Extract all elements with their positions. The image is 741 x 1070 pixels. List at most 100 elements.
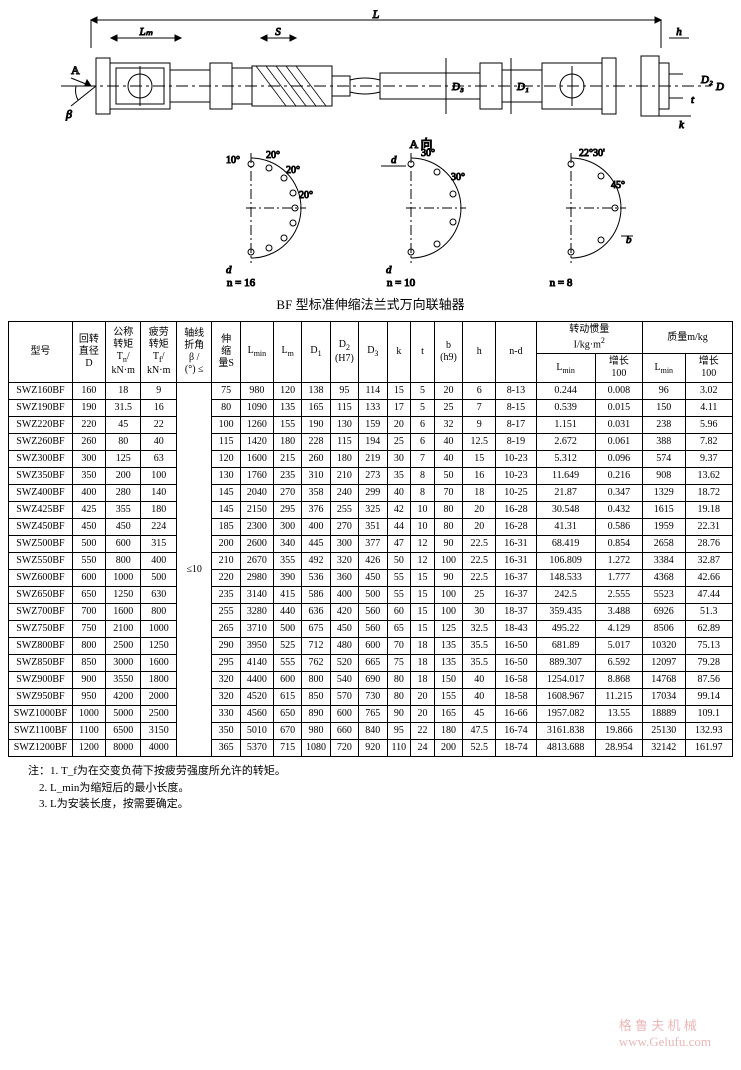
table-row: SWZ900BF90035501800320440060080054069080… [9, 672, 733, 689]
cell-Lm: 295 [273, 502, 301, 519]
cell-D3: 273 [359, 468, 387, 485]
cell-D1: 712 [302, 638, 330, 655]
cell-Lmin: 2670 [240, 553, 273, 570]
cell-D2: 520 [330, 655, 358, 672]
cell-nd: 18-43 [496, 621, 536, 638]
cell-S: 220 [212, 570, 240, 587]
cell-m100: 87.56 [685, 672, 732, 689]
cell-D1: 586 [302, 587, 330, 604]
cell-model: SWZ350BF [9, 468, 73, 485]
cell-Tn: 8000 [105, 740, 140, 757]
cell-m100: 79.28 [685, 655, 732, 672]
cell-Tn: 200 [105, 468, 140, 485]
cell-Tf: 224 [141, 519, 176, 536]
cell-Tf: 1250 [141, 638, 176, 655]
cell-h: 18 [463, 485, 496, 502]
cell-iL: 1.151 [536, 417, 595, 434]
cell-b: 135 [434, 655, 462, 672]
table-row: SWZ500BF50060031520026003404453003774712… [9, 536, 733, 553]
cell-nd: 8-17 [496, 417, 536, 434]
cell-D: 950 [72, 689, 105, 706]
cell-nd: 8-13 [496, 383, 536, 400]
cell-D: 900 [72, 672, 105, 689]
cell-i100: 0.031 [595, 417, 642, 434]
note-2: 2. L_min为缩短后的最小长度。 [39, 782, 189, 794]
cell-h: 47.5 [463, 723, 496, 740]
cell-t: 15 [411, 621, 435, 638]
cell-Lm: 120 [273, 383, 301, 400]
cell-nd: 16-31 [496, 536, 536, 553]
table-row: SWZ190BF19031.51680109013516511513317525… [9, 400, 733, 417]
cell-m100: 22.31 [685, 519, 732, 536]
cell-model: SWZ800BF [9, 638, 73, 655]
dim-D2: D₂ [700, 74, 713, 86]
cell-i100: 0.432 [595, 502, 642, 519]
cell-D3: 560 [359, 604, 387, 621]
cell-Lmin: 3710 [240, 621, 273, 638]
cell-h: 20 [463, 502, 496, 519]
cell-D3: 299 [359, 485, 387, 502]
table-row: SWZ300BF30012563120160021526018021930740… [9, 451, 733, 468]
cell-mL: 238 [642, 417, 685, 434]
cell-S: 100 [212, 417, 240, 434]
cell-D2: 270 [330, 519, 358, 536]
cell-S: 295 [212, 655, 240, 672]
cell-i100: 8.868 [595, 672, 642, 689]
cell-D3: 730 [359, 689, 387, 706]
cell-k: 17 [387, 400, 411, 417]
cell-S: 235 [212, 587, 240, 604]
cell-D1: 310 [302, 468, 330, 485]
cell-D3: 377 [359, 536, 387, 553]
cell-model: SWZ220BF [9, 417, 73, 434]
cell-m100: 75.13 [685, 638, 732, 655]
cell-D3: 133 [359, 400, 387, 417]
cell-D: 650 [72, 587, 105, 604]
cell-iL: 889.307 [536, 655, 595, 672]
cell-Lm: 180 [273, 434, 301, 451]
cell-D1: 260 [302, 451, 330, 468]
cell-iL: 21.87 [536, 485, 595, 502]
cell-mL: 10320 [642, 638, 685, 655]
cell-Lm: 390 [273, 570, 301, 587]
cell-S: 320 [212, 689, 240, 706]
dim-Lm: Lₘ [138, 26, 152, 38]
cell-D: 500 [72, 536, 105, 553]
hdr-Lmin: Lmin [240, 322, 273, 383]
cell-Lm: 500 [273, 621, 301, 638]
cell-D: 260 [72, 434, 105, 451]
cell-b: 25 [434, 400, 462, 417]
cell-Tn: 600 [105, 536, 140, 553]
cell-Lmin: 1090 [240, 400, 273, 417]
cell-Tn: 3000 [105, 655, 140, 672]
cell-i100: 5.017 [595, 638, 642, 655]
cell-t: 15 [411, 570, 435, 587]
cell-m100: 62.89 [685, 621, 732, 638]
cell-D3: 159 [359, 417, 387, 434]
cell-mL: 12097 [642, 655, 685, 672]
cell-D2: 130 [330, 417, 358, 434]
cell-model: SWZ650BF [9, 587, 73, 604]
cell-model: SWZ850BF [9, 655, 73, 672]
cell-D2: 210 [330, 468, 358, 485]
table-row: SWZ450BF45045022418523003004002703514410… [9, 519, 733, 536]
cell-Tf: 100 [141, 468, 176, 485]
cell-k: 80 [387, 689, 411, 706]
cell-nd: 16-74 [496, 723, 536, 740]
table-row: SWZ220BF22045221001260155190130159206329… [9, 417, 733, 434]
dim-D: D [715, 81, 724, 93]
technical-drawing: L Lₘ S h A β [8, 8, 733, 288]
cell-D3: 325 [359, 502, 387, 519]
cell-Tn: 355 [105, 502, 140, 519]
cell-mL: 3384 [642, 553, 685, 570]
svg-text:n = 10: n = 10 [386, 277, 415, 288]
cell-D2: 95 [330, 383, 358, 400]
cell-model: SWZ500BF [9, 536, 73, 553]
cell-D: 1200 [72, 740, 105, 757]
cell-beta: ≤10 [176, 383, 211, 757]
svg-text:22°30': 22°30' [579, 148, 605, 159]
cell-model: SWZ700BF [9, 604, 73, 621]
cell-Tn: 125 [105, 451, 140, 468]
cell-k: 60 [387, 604, 411, 621]
cell-iL: 3161.838 [536, 723, 595, 740]
cell-S: 365 [212, 740, 240, 757]
